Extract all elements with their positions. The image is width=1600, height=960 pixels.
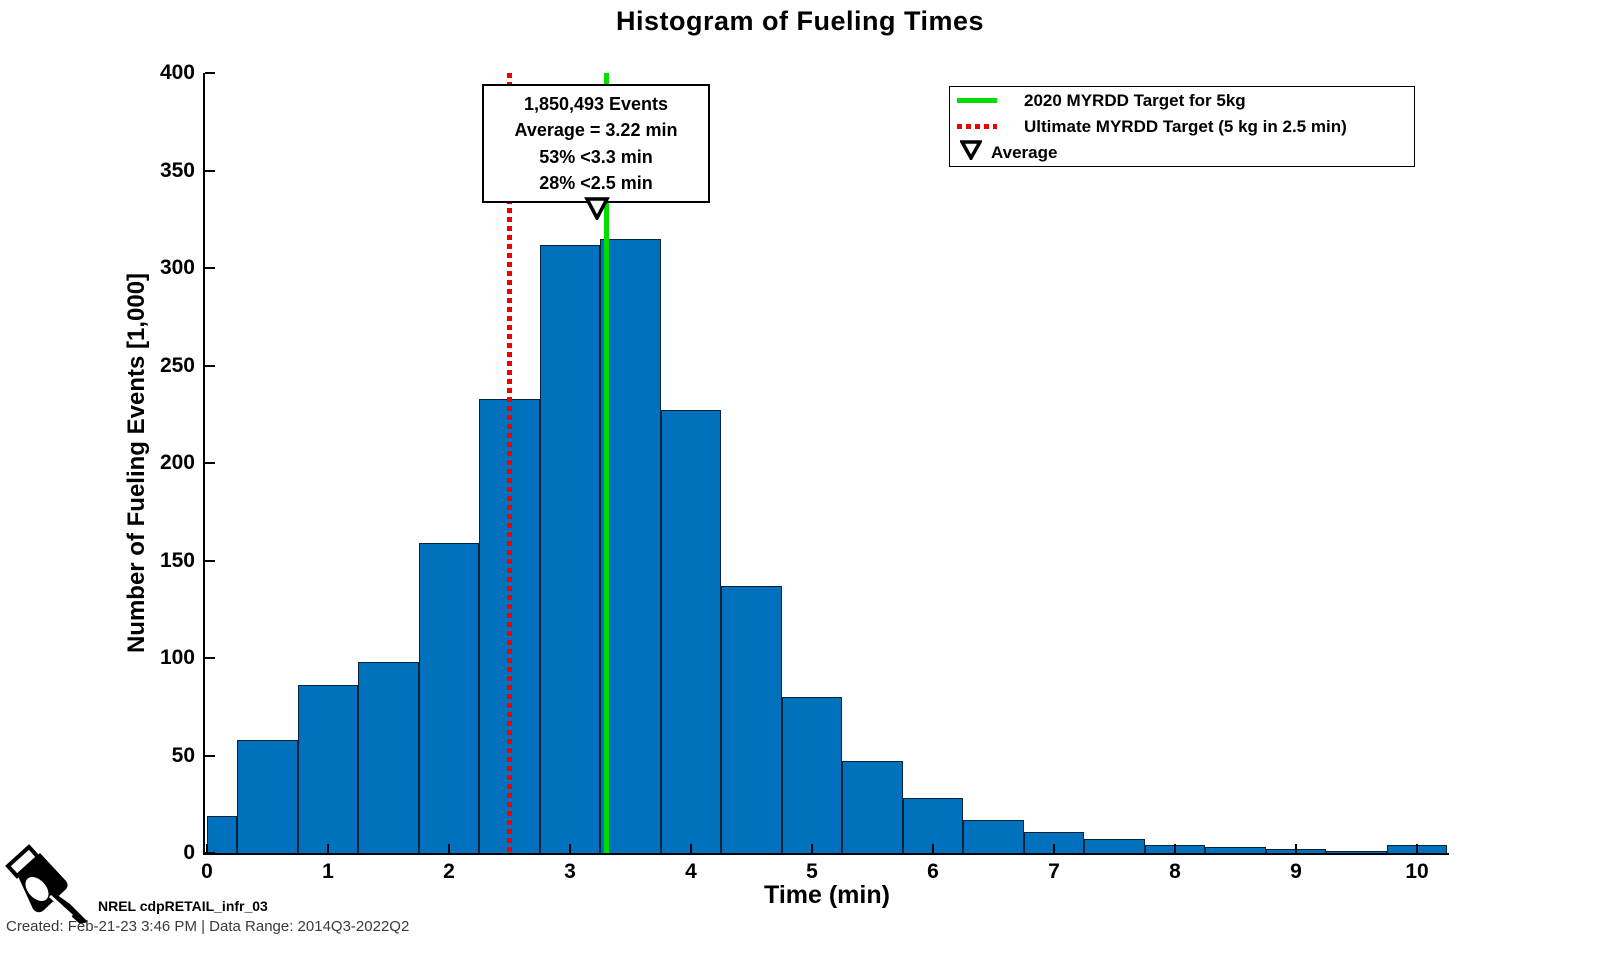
x-tick-mark: [1174, 844, 1176, 853]
histogram-bar: [963, 819, 1024, 855]
legend-row-2020-target: 2020 MYRDD Target for 5kg: [950, 88, 1414, 113]
legend-label: Average: [991, 142, 1058, 162]
y-tick-mark: [205, 364, 215, 367]
y-tick-mark: [205, 754, 215, 757]
legend-label: 2020 MYRDD Target for 5kg: [1024, 90, 1246, 110]
histogram-bar: [781, 697, 843, 855]
legend-label: Ultimate MYRDD Target (5 kg in 2.5 min): [1024, 116, 1347, 136]
footer-created-text: Created: Feb-21-23 3:46 PM | Data Range:…: [6, 918, 410, 935]
x-tick-label: 0: [201, 860, 213, 883]
x-tick-label: 6: [927, 860, 939, 883]
histogram-bar: [842, 761, 903, 855]
histogram-bar: [297, 685, 359, 855]
y-tick-label: 300: [159, 256, 195, 279]
histogram-bar: [600, 238, 661, 855]
x-tick-mark: [932, 844, 934, 853]
target-2020-line: [603, 73, 609, 853]
x-tick-label: 7: [1048, 860, 1060, 883]
y-tick-label: 200: [159, 451, 195, 474]
x-tick-label: 1: [322, 860, 334, 883]
x-tick-mark: [1295, 844, 1297, 853]
histogram-bar: [358, 661, 419, 855]
annotation-line-average: Average = 3.22 min: [514, 120, 678, 140]
y-tick-mark: [205, 267, 215, 269]
x-axis-spine: [203, 853, 1449, 855]
legend-box: 2020 MYRDD Target for 5kg Ultimate MYRDD…: [949, 86, 1415, 167]
x-tick-mark: [206, 844, 208, 853]
x-tick-label: 4: [685, 860, 697, 883]
histogram-bar: [237, 739, 298, 855]
histogram-bar: [539, 244, 601, 855]
annotation-line-pct-33: 53% <3.3 min: [539, 146, 653, 167]
average-triangle-marker: [583, 197, 610, 225]
y-axis-spine: [203, 73, 205, 855]
x-tick-mark: [811, 844, 813, 853]
y-tick-label: 50: [171, 743, 195, 767]
triangle-down-marker-icon: [959, 140, 983, 165]
footer-dataset-id: NREL cdpRETAIL_infr_03: [98, 898, 268, 914]
y-tick-label: 0: [183, 841, 195, 864]
y-tick-label: 150: [159, 548, 195, 572]
x-tick-label: 9: [1290, 860, 1302, 883]
x-tick-label: 10: [1405, 860, 1429, 883]
red-dotted-line-swatch-icon: [957, 124, 997, 129]
x-axis-label: Time (min): [764, 881, 890, 909]
ultimate-target-dotted-line: [507, 73, 512, 853]
fuel-pump-nozzle-icon: [4, 840, 96, 937]
y-tick-label: 350: [159, 158, 195, 182]
legend-row-ultimate-target: Ultimate MYRDD Target (5 kg in 2.5 min): [950, 114, 1414, 139]
y-tick-mark: [205, 852, 215, 854]
y-tick-mark: [205, 462, 215, 464]
y-tick-mark: [205, 559, 215, 562]
histogram-bar: [418, 542, 480, 855]
green-line-swatch-icon: [957, 98, 997, 103]
x-tick-mark: [569, 844, 571, 853]
stats-annotation-box: 1,850,493 Events Average = 3.22 min 53% …: [482, 84, 710, 203]
annotation-line-events: 1,850,493 Events: [523, 93, 669, 114]
x-tick-label: 3: [564, 860, 576, 883]
x-tick-mark: [448, 844, 450, 853]
legend-row-average: Average: [950, 140, 1414, 165]
x-tick-mark: [1053, 844, 1055, 853]
histogram-bar: [207, 815, 238, 855]
y-tick-label: 250: [159, 353, 195, 377]
y-tick-label: 400: [159, 61, 195, 84]
y-tick-mark: [205, 169, 215, 172]
x-tick-label: 5: [806, 860, 818, 883]
x-tick-label: 8: [1169, 860, 1181, 883]
x-tick-mark: [327, 844, 329, 853]
x-tick-mark: [690, 844, 692, 853]
x-tick-mark: [1416, 844, 1418, 853]
histogram-bar: [721, 585, 782, 855]
annotation-line-pct-25: 28% <2.5 min: [539, 173, 653, 193]
histogram-bar: [660, 410, 722, 855]
x-tick-label: 2: [443, 860, 455, 883]
y-tick-label: 100: [159, 646, 195, 669]
y-tick-mark: [205, 72, 215, 74]
chart-title: Histogram of Fueling Times: [615, 6, 985, 36]
y-tick-mark: [205, 657, 215, 659]
